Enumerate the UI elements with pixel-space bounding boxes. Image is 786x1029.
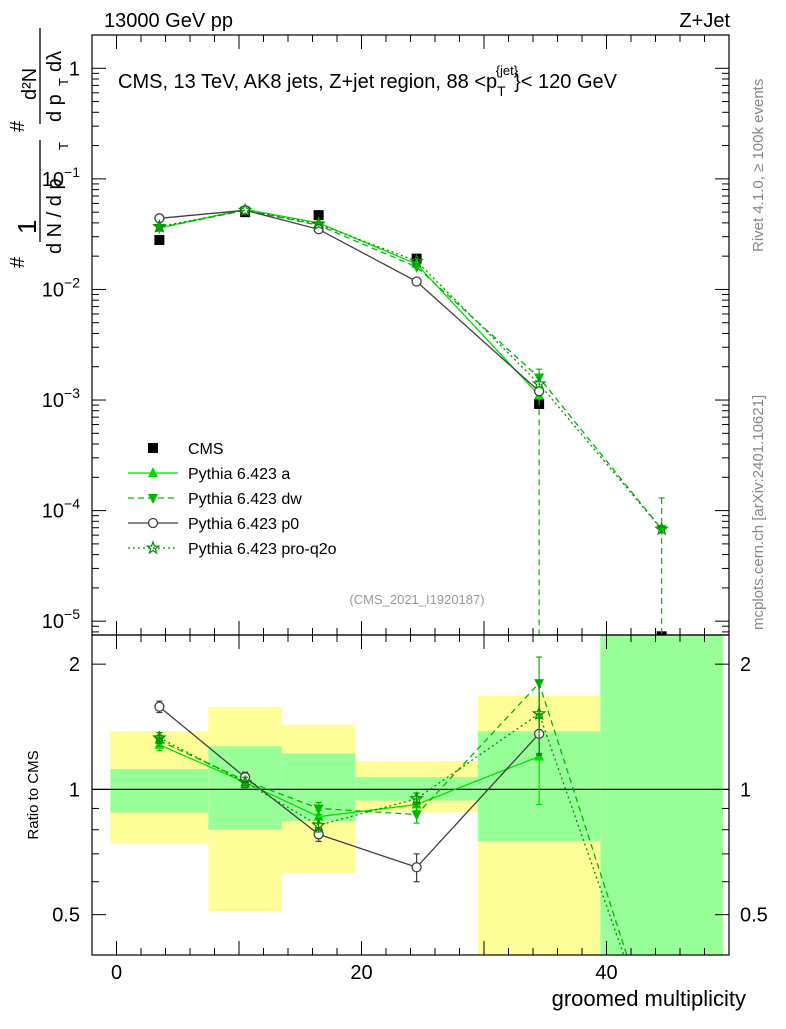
ratio-y-tick-label-right-2: 2 [740, 654, 751, 676]
ratio-ylabel: Ratio to CMS [25, 750, 42, 839]
ratio-y-tick-label-left-2: 2 [69, 654, 80, 676]
ylabel-hash-1: # [7, 256, 29, 268]
ratio-y-tick-label-right-0.5: 0.5 [740, 905, 768, 927]
ratio-line-1 [159, 681, 628, 955]
main-y-tick-label-3: 10−3 [42, 385, 80, 412]
legend-label-0: CMS [188, 441, 224, 458]
main-point-4-4 [531, 376, 547, 391]
legend-marker-3 [147, 517, 159, 529]
main-point-3-0 [154, 213, 165, 224]
ratio-y-tick-label-left-0.5: 0.5 [52, 905, 80, 927]
main-ylabel: # 1 d N / d p T # d²N d p T dλ [7, 28, 71, 268]
main-title: CMS, 13 TeV, AK8 jets, Z+jet region, 88 … [118, 63, 618, 99]
mcplots-label: mcplots.cern.ch [arXiv:2401.10621] [750, 395, 767, 630]
band-stat-5 [600, 635, 723, 955]
main-line-4 [159, 209, 663, 530]
ratio-point-2-0 [154, 701, 165, 712]
ratio-point-3-3 [409, 791, 424, 805]
legend-marker-2 [148, 494, 158, 504]
legend-label-3: Pythia 6.423 p0 [188, 516, 299, 533]
main-y-tick-label-1: 10−1 [42, 164, 80, 191]
legend-marker-1 [148, 467, 158, 477]
main-line-3 [159, 209, 540, 392]
analysis-watermark: (CMS_2021_I1920187) [349, 592, 484, 607]
x-tick-label-40: 40 [595, 962, 617, 984]
legend-label-2: Pythia 6.423 dw [188, 491, 302, 508]
legend: CMS Pythia 6.423 a Pythia 6.423 dw Pythia 6… [128, 441, 337, 558]
main-point-3-3 [411, 276, 422, 287]
title-post: }< 120 GeV [514, 71, 618, 93]
ylabel-d2n: d²N [19, 68, 41, 100]
title-sup: {jet} [496, 63, 519, 78]
ratio-point-1-2 [313, 804, 324, 815]
main-point-0-2 [313, 210, 324, 221]
ratio-point-0-2 [313, 810, 324, 821]
ratio-line-3 [159, 712, 625, 955]
ratio-bands [92, 635, 729, 955]
main-y-tick-label-0: 1 [69, 58, 80, 80]
ratio-series [152, 656, 628, 955]
ratio-point-1-3 [411, 810, 422, 821]
rivet-label: Rivet 4.1.0, ≥ 100k events [750, 79, 767, 252]
ylabel-one: 1 [12, 220, 42, 234]
main-y-tick-label-5: 10−5 [42, 606, 80, 633]
legend-marker-4 [145, 540, 161, 555]
ratio-point-3-2 [311, 817, 326, 832]
ratio-y-tick-label-left-1: 1 [69, 779, 80, 801]
title-sub: T [497, 83, 506, 99]
ylabel-t2: T [56, 78, 71, 86]
x-tick-label-0: 0 [111, 962, 122, 984]
axis-ticks [91, 34, 730, 956]
header-right: Z+Jet [679, 10, 730, 32]
ylabel-dpt: d p [44, 94, 66, 122]
ylabel-hash-2: # [7, 120, 29, 132]
ratio-y-tick-label-right-1: 1 [740, 779, 751, 801]
main-point-4-2 [311, 216, 326, 231]
main-line-2 [159, 209, 663, 530]
legend-label-4: Pythia 6.423 pro-q2o [188, 541, 337, 558]
legend-label-1: Pythia 6.423 a [188, 466, 290, 483]
header-left: 13000 GeV pp [104, 10, 233, 32]
x-axis-label: groomed multiplicity [552, 986, 746, 1011]
ratio-point-2-3 [411, 862, 422, 873]
main-y-tick-label-2: 10−2 [42, 274, 80, 301]
x-tick-label-20: 20 [350, 962, 372, 984]
title-pre: CMS, 13 TeV, AK8 jets, Z+jet region, 88 … [118, 71, 497, 93]
main-series [152, 202, 669, 635]
ylabel-dn: d N / d p [44, 178, 66, 254]
main-y-tick-label-4: 10−4 [42, 496, 80, 523]
ylabel-t1: T [56, 142, 71, 150]
ratio-point-3-4 [531, 705, 547, 720]
ratio-point-3-0 [152, 730, 167, 745]
ylabel-dl: dλ [44, 51, 66, 72]
legend-marker-0 [148, 443, 158, 453]
band-stat-0 [110, 768, 209, 813]
main-point-4-3 [409, 253, 424, 268]
main-point-4-0 [152, 218, 167, 233]
axis-tick-labels: 0 20 40 1 10−1 10−2 10−3 10−4 10−5 0.5 0.5 1 1 2 2 [42, 58, 768, 984]
ratio-point-3-1 [237, 774, 253, 789]
main-point-4-5 [654, 521, 669, 536]
main-point-4-1 [237, 202, 253, 217]
main-point-0-0 [154, 234, 165, 245]
main-point-3-2 [313, 224, 324, 235]
main-line-1 [159, 208, 540, 396]
